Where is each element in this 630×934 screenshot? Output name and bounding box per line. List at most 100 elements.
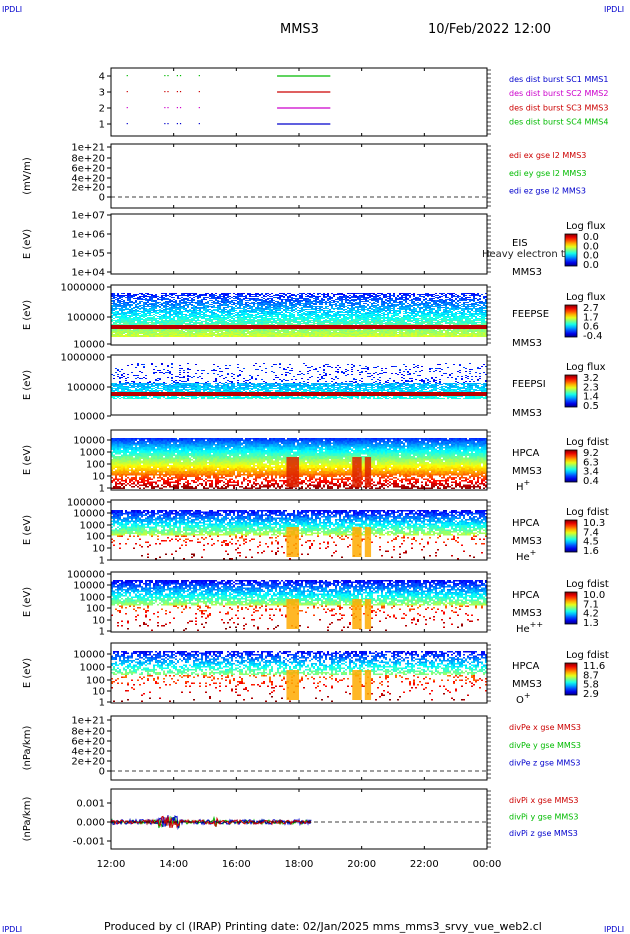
feepsi-data: [111, 363, 487, 399]
hpca_h-species-label: H+: [516, 478, 530, 493]
feepse-colorbar-tick: -0.4: [583, 331, 603, 342]
hpca_he1-colorbar: [565, 520, 577, 552]
hpca_he2-spacecraft-label: MMS3: [512, 608, 542, 619]
eis-instrument-label: EIS: [512, 238, 528, 249]
feepsi-colorbar-tick: 0.5: [583, 401, 599, 412]
divpe-ytick-label: 1e+21: [71, 716, 105, 727]
feepsi-colorbar: [565, 375, 577, 407]
hpca_he2-ytick-label: 1: [99, 627, 105, 638]
hpca_h-ylabel: E (eV): [22, 445, 33, 475]
burst-series-label: des dist burst SC4 MMS4: [509, 118, 608, 127]
hpca_he2-ytick-label: 10000: [73, 581, 105, 592]
hpca_he2-ytick-label: 100000: [67, 570, 105, 581]
feepsi-ytick-label: 100000: [67, 383, 105, 394]
burst-ytick-label: 3: [99, 88, 105, 99]
hpca_he2-colorbar: [565, 592, 577, 624]
hpca_h-spacecraft-label: MMS3: [512, 466, 542, 477]
hpca_o-instrument-label: HPCA: [512, 661, 540, 672]
burst-series-label: des dist burst SC3 MMS3: [509, 103, 608, 112]
hpca_o-data: [111, 651, 487, 702]
burst-series-label: des dist burst SC1 MMS1: [509, 75, 608, 84]
hpca_he1-ytick-label: 10000: [73, 509, 105, 520]
hpca_h-ytick-label: 1: [99, 484, 105, 495]
feepse-ytick-label: 1000000: [60, 283, 105, 294]
hpca_o-colorbar-title: Log fdist: [566, 650, 609, 661]
edi-ytick-label: 0: [99, 193, 105, 204]
divpi-ytick-label: 0.001: [76, 799, 105, 810]
divpi-series-label: divPi x gse MMS3: [509, 796, 578, 805]
feepse-data: [111, 293, 487, 337]
hpca_o-ytick-label: 1000: [80, 663, 105, 674]
hpca_he2-species-label: He++: [516, 620, 543, 635]
hpca_he2-ytick-label: 1000: [80, 593, 105, 604]
hpca_o-colorbar-tick: 2.9: [583, 689, 599, 700]
hpca_o-ytick-label: 10000: [73, 650, 105, 661]
hpca_he2-ytick-label: 10: [92, 616, 105, 627]
feepse-colorbar-title: Log flux: [566, 292, 606, 303]
x-tick-label: 00:00: [473, 859, 502, 870]
eis-colorbar-tick: 0.0: [583, 260, 599, 271]
hpca_o-spacecraft-label: MMS3: [512, 679, 542, 690]
hpca_he2-ytick-label: 100: [86, 604, 105, 615]
feepse-colorbar: [565, 305, 577, 337]
edi-frame: [111, 144, 487, 208]
hpca_o-ylabel: E (eV): [22, 658, 33, 688]
divpi-series-label: divPi z gse MMS3: [509, 829, 578, 838]
eis-frame: [111, 214, 487, 274]
hpca_o-species-label: O+: [516, 691, 531, 706]
feepsi-ylabel: E (eV): [22, 370, 33, 400]
hpca_he1-colorbar-tick: 1.6: [583, 546, 599, 557]
eis-ytick-label: 1e+05: [71, 249, 105, 260]
burst-ytick-label: 1: [99, 120, 105, 131]
hpca_o-colorbar: [565, 663, 577, 695]
x-tick-label: 16:00: [222, 859, 251, 870]
eis-ylabel: E (eV): [22, 229, 33, 259]
hpca_he1-ytick-label: 1000: [80, 521, 105, 532]
hpca_he1-spacecraft-label: MMS3: [512, 536, 542, 547]
hpca_o-ytick-label: 1: [99, 698, 105, 709]
hpca_o-ytick-label: 100: [86, 676, 105, 687]
divpi-series-label: divPi y gse MMS3: [509, 812, 578, 821]
hpca_h-ytick-label: 1000: [80, 448, 105, 459]
feepse-ytick-label: 100000: [67, 313, 105, 324]
hpca_he1-instrument-label: HPCA: [512, 518, 540, 529]
hpca_he2-data: [111, 580, 487, 631]
burst-series-label: des dist burst SC2 MMS2: [509, 89, 608, 98]
divpi-ytick-label: 0.000: [76, 818, 105, 829]
edi-ytick-label: 1e+21: [71, 143, 105, 154]
x-tick-label: 12:00: [97, 859, 126, 870]
divpi-ylabel: (nPa/km): [22, 797, 33, 842]
footer-credit: Produced by cl (IRAP) Printing date: 02/…: [104, 920, 542, 933]
feepsi-colorbar-title: Log flux: [566, 362, 606, 373]
feepsi-instrument-label: FEEPSI: [512, 379, 546, 390]
hpca_h-ytick-label: 10000: [73, 436, 105, 447]
divpe-series-label: divPe x gse MMS3: [509, 723, 581, 732]
eis-ytick-label: 1e+07: [71, 211, 105, 222]
hpca_he1-data: [111, 510, 487, 560]
hpca_h-data: [111, 438, 487, 489]
eis-overlay-text: Heavy electron to: [482, 249, 571, 260]
hpca_h-colorbar: [565, 450, 577, 482]
hpca_he2-colorbar-title: Log fdist: [566, 579, 609, 590]
hpca_he2-colorbar-tick: 1.3: [583, 618, 599, 629]
feepse-spacecraft-label: MMS3: [512, 338, 542, 349]
hpca_h-colorbar-title: Log fdist: [566, 437, 609, 448]
feepsi-ytick-label: 1000000: [60, 353, 105, 364]
feepsi-ytick-label: 10000: [73, 412, 105, 423]
hpca_he2-ylabel: E (eV): [22, 587, 33, 617]
edi-series-label: edi ey gse l2 MMS3: [509, 169, 587, 178]
hpca_h-ytick-label: 100: [86, 460, 105, 471]
eis-ytick-label: 1e+04: [71, 268, 105, 279]
burst-data: [127, 75, 331, 124]
divpe-series-label: divPe z gse MMS3: [509, 759, 580, 768]
hpca_he1-ytick-label: 100000: [67, 498, 105, 509]
